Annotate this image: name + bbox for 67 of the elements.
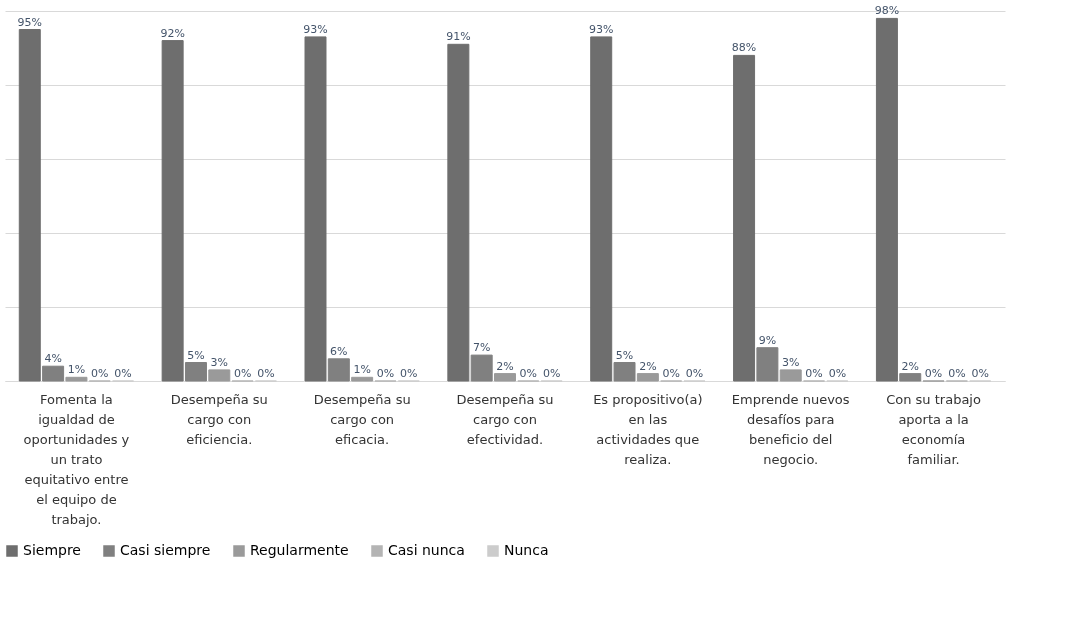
data-label: 0%	[542, 367, 561, 380]
data-label: 88%	[731, 41, 757, 55]
bar	[470, 354, 493, 382]
data-label: 0%	[828, 367, 847, 380]
data-label: 0%	[805, 367, 823, 380]
bar	[351, 376, 374, 382]
data-label: 0%	[924, 367, 943, 380]
data-label: 7%	[472, 341, 491, 355]
bar	[779, 369, 802, 382]
data-label: 98%	[874, 4, 900, 18]
x-tick-label: Con su trabajo aporta a la economía familiar.	[886, 391, 981, 467]
data-label: 2%	[496, 359, 514, 373]
legend-label: Casi siempre	[120, 542, 211, 558]
data-label: 0%	[948, 367, 966, 380]
bar	[899, 373, 922, 382]
x-tick-label: Emprende nuevos desafíos para beneficio del negocio.	[731, 391, 850, 467]
data-label: 3%	[781, 355, 800, 369]
bar	[494, 373, 516, 382]
bar	[447, 43, 470, 382]
legend-label: Regularmente	[250, 542, 349, 558]
data-label: 93%	[303, 22, 328, 36]
data-label: 2%	[901, 359, 919, 373]
bar	[208, 369, 231, 382]
legend-label: Casi nunca	[388, 542, 465, 558]
x-tick-label: Es propositivo(a) en las actividades que realiza.	[593, 391, 703, 467]
data-label: 0%	[114, 367, 132, 380]
bar	[327, 358, 350, 382]
data-label: 91%	[446, 30, 471, 44]
data-label: 0%	[971, 367, 989, 380]
data-label: 4%	[44, 352, 62, 366]
data-label: 0%	[400, 367, 418, 380]
data-label: 5%	[615, 348, 634, 362]
data-label: 9%	[758, 333, 777, 347]
bar	[184, 362, 207, 382]
data-label: 6%	[330, 344, 348, 358]
data-label: 0%	[376, 367, 395, 380]
bar	[304, 36, 327, 382]
data-label: 0%	[685, 367, 704, 380]
bar	[636, 373, 659, 382]
data-label: 0%	[91, 367, 109, 380]
bar	[613, 362, 636, 382]
data-label: 0%	[519, 367, 538, 380]
data-label: 92%	[160, 26, 185, 40]
bar	[733, 54, 756, 382]
data-label: 5%	[187, 348, 205, 362]
x-tick-label: Desempeña su cargo con eficiencia.	[170, 391, 268, 447]
x-tick-label: Desempeña su cargo con eficacia.	[313, 391, 411, 447]
legend-label: Siempre	[23, 542, 81, 558]
bar	[590, 36, 613, 382]
data-label: 2%	[639, 359, 657, 373]
data-label: 95%	[17, 15, 43, 29]
legend-label: Nunca	[504, 542, 549, 558]
bar	[42, 365, 65, 382]
bar	[18, 29, 41, 382]
data-label: 93%	[588, 22, 614, 36]
bar	[875, 17, 898, 382]
data-label: 1%	[353, 363, 371, 377]
data-label: 1%	[67, 363, 86, 377]
x-tick-label: Desempeña su cargo con efectividad.	[456, 391, 554, 447]
bar	[65, 376, 88, 382]
data-label: 3%	[210, 355, 229, 369]
bar	[756, 347, 779, 382]
data-label: 0%	[662, 367, 680, 380]
x-tick-label: Fomenta la igualdad de oportunidades y un trato equitativo entre el equipo de trabajo.	[23, 391, 130, 527]
data-label: 0%	[233, 367, 252, 380]
data-label: 0%	[257, 367, 275, 380]
bar	[161, 40, 184, 382]
